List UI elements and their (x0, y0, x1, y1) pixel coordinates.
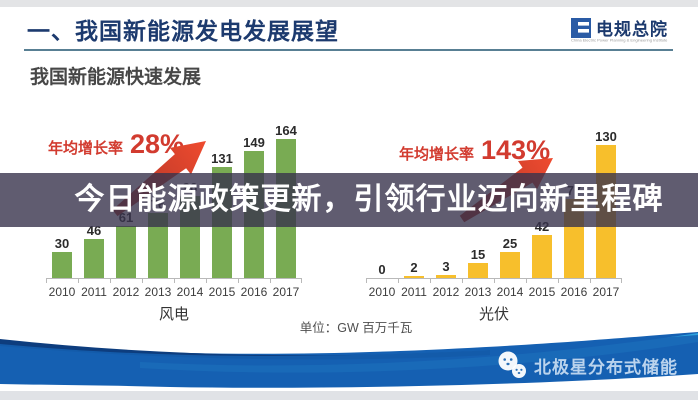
org-logo-icon (571, 17, 591, 38)
x-axis-tick-label: 2015 (208, 285, 236, 299)
bar-value-label: 15 (470, 247, 486, 262)
bar-value-label: 25 (502, 236, 518, 251)
pv-growth-label: 年均增长率 (399, 146, 475, 163)
bar (116, 226, 136, 278)
bar-value-label: 149 (243, 135, 265, 150)
bar-column: 15 (462, 130, 494, 278)
bar (468, 263, 488, 278)
x-axis-tick-label: 2016 (560, 285, 588, 299)
bar-column: 2 (398, 130, 430, 278)
bar-value-label: 30 (54, 236, 70, 251)
bar-value-label: 0 (378, 262, 386, 277)
bar-value-label: 130 (595, 129, 617, 144)
pv-x-axis: 2010 2011 2012 2013 2014 2015 2016 2017 (366, 278, 622, 299)
bar-value-label: 2 (410, 260, 418, 275)
wind-chart-title: 风电 (158, 306, 189, 323)
wind-growth-label: 年均增长率 (48, 140, 124, 157)
org-logo-caption: China Electric Power Planning & Engineer… (571, 38, 668, 43)
bar (404, 276, 424, 278)
x-axis-tick-label: 2017 (592, 285, 620, 299)
page-title: 一、我国新能源发电发展展望 (27, 18, 339, 44)
wind-axis-line (46, 278, 302, 283)
pv-axis-line (366, 278, 622, 283)
header-divider (24, 49, 673, 51)
x-axis-tick-label: 2016 (240, 285, 268, 299)
org-logo: 电规总院 (571, 15, 668, 40)
bar (84, 239, 104, 278)
x-axis-tick-label: 2015 (528, 285, 556, 299)
x-axis-tick-label: 2014 (496, 285, 524, 299)
x-axis-tick-label: 2011 (81, 285, 107, 299)
bar-column: 0 (366, 130, 398, 278)
x-axis-tick-label: 2010 (48, 285, 76, 299)
x-axis-tick-label: 2010 (368, 285, 396, 299)
bar (436, 275, 456, 278)
bar-column: 25 (494, 130, 526, 278)
bar-value-label: 131 (211, 151, 233, 166)
x-axis-tick-label: 2014 (176, 285, 204, 299)
x-axis-tick-label: 2013 (464, 285, 492, 299)
bar (500, 252, 520, 278)
x-axis-tick-label: 2012 (432, 285, 460, 299)
x-axis-tick-label: 2017 (272, 285, 300, 299)
unit-note: 单位：GW 百万千瓦 (299, 321, 413, 335)
bottom-edge-strip (0, 391, 698, 400)
section-subtitle: 我国新能源快速发展 (30, 67, 202, 88)
bar-column: 3 (430, 130, 462, 278)
news-banner: 今日能源政策更新，引领行业迈向新里程碑 (0, 173, 698, 227)
top-edge-strip (0, 0, 698, 7)
bar-column: 30 (46, 124, 78, 278)
bar (148, 213, 168, 278)
wechat-icon (498, 351, 526, 378)
wind-x-axis: 2010 2011 2012 2013 2014 2015 2016 2017 (46, 278, 302, 299)
watermark: 北极星分布式储能 (496, 349, 678, 381)
bar (532, 235, 552, 278)
pv-chart-title: 光伏 (478, 306, 509, 323)
bar-value-label: 3 (442, 259, 450, 274)
bar-column: 46 (78, 124, 110, 278)
x-axis-tick-label: 2013 (144, 285, 172, 299)
org-logo-name: 电规总院 (596, 20, 668, 39)
bar-value-label: 46 (86, 223, 102, 238)
bar (52, 252, 72, 278)
x-axis-tick-label: 2011 (401, 285, 427, 299)
news-banner-text: 今日能源政策更新，引领行业迈向新里程碑 (74, 183, 664, 216)
bar-value-label: 164 (275, 123, 297, 138)
x-axis-tick-label: 2012 (112, 285, 140, 299)
watermark-text: 北极星分布式储能 (534, 357, 678, 377)
